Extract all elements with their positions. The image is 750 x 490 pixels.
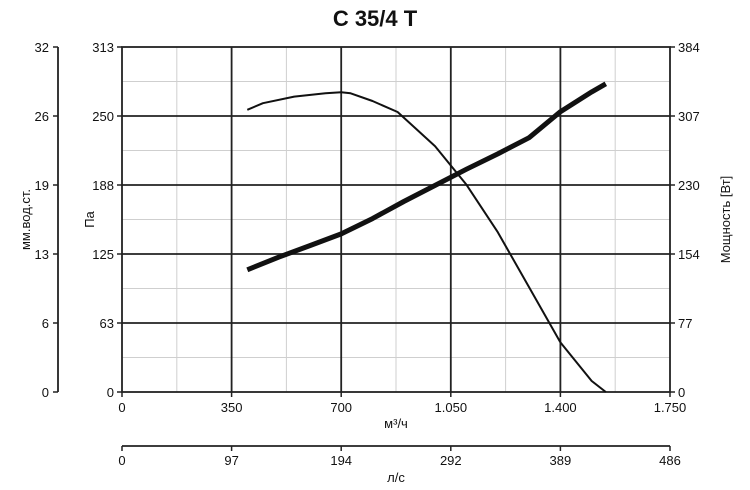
plot-frame [121, 46, 671, 393]
x-axis-label: м³/ч [384, 416, 408, 431]
outer-left-tick-label: 26 [35, 109, 49, 124]
outer-left-tick-label: 19 [35, 178, 49, 193]
left-tick-label: 0 [107, 385, 114, 400]
x2-tick-label: 486 [659, 453, 681, 468]
left-tick-label: 313 [92, 40, 114, 55]
x-tick-label: 1.400 [544, 400, 577, 415]
x-tick-label: 1.750 [654, 400, 687, 415]
x2-tick-label: 97 [224, 453, 238, 468]
left-axis-label: Па [82, 210, 97, 227]
x2-tick-label: 0 [118, 453, 125, 468]
x2-tick-label: 292 [440, 453, 462, 468]
right-tick-label: 307 [678, 109, 700, 124]
left-tick-label: 63 [100, 316, 114, 331]
left-tick-label: 188 [92, 178, 114, 193]
chart-title: C 35/4 T [332, 6, 418, 31]
outer-left-axis-label: мм.вод.ст. [18, 189, 33, 250]
right-tick-label: 0 [678, 385, 685, 400]
left-tick-label: 125 [92, 247, 114, 262]
left-tick-label: 250 [92, 109, 114, 124]
x-tick-label: 700 [330, 400, 352, 415]
right-tick-label: 154 [678, 247, 700, 262]
x-tick-label: 0 [118, 400, 125, 415]
x2-tick-label: 389 [550, 453, 572, 468]
x2-axis-label: л/с [387, 470, 405, 485]
right-tick-label: 230 [678, 178, 700, 193]
power-curve [246, 81, 608, 273]
outer-left-tick-label: 0 [42, 385, 49, 400]
x-tick-label: 1.050 [435, 400, 468, 415]
pressure-curve [246, 91, 607, 393]
outer-left-tick-label: 6 [42, 316, 49, 331]
right-tick-label: 77 [678, 316, 692, 331]
outer-left-tick-label: 13 [35, 247, 49, 262]
right-tick-label: 384 [678, 40, 700, 55]
outer-left-tick-label: 32 [35, 40, 49, 55]
x-tick-label: 350 [221, 400, 243, 415]
x2-tick-label: 194 [330, 453, 352, 468]
right-axis-label: Мощность [Вт] [718, 176, 733, 264]
